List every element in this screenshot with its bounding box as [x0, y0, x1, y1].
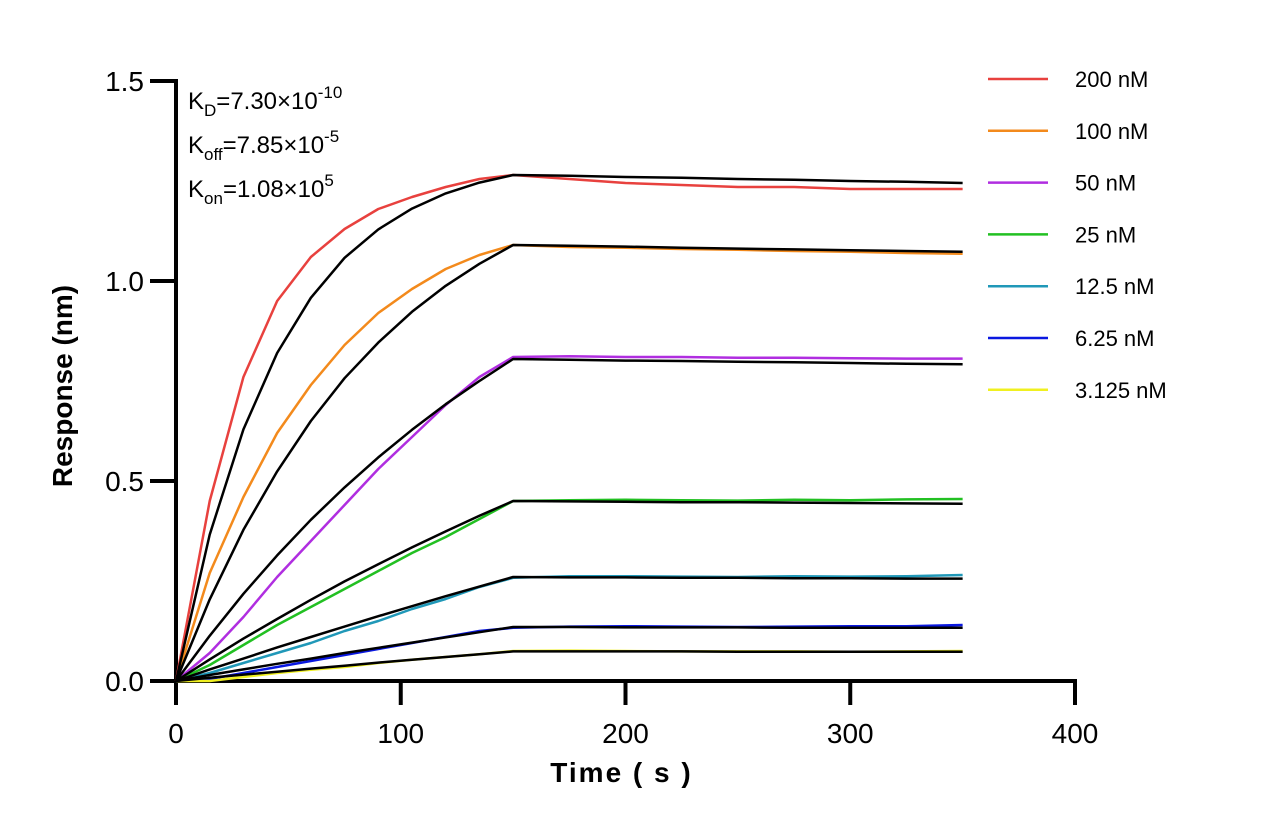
- legend-label: 3.125 nM: [1075, 378, 1167, 403]
- x-tick-label: 300: [827, 718, 874, 749]
- annotation-superscript: 5: [324, 171, 333, 190]
- data-line: [176, 649, 963, 683]
- annotation: Kon=1.08×105: [188, 171, 334, 208]
- fit-line: [174, 173, 963, 682]
- legend-label: 100 nM: [1075, 119, 1148, 144]
- annotation-text: =7.85×10: [223, 132, 324, 159]
- data-line: [175, 354, 963, 682]
- x-tick-label: 400: [1052, 718, 1099, 749]
- data-line: [174, 243, 963, 682]
- data-line: [174, 173, 963, 682]
- annotation-symbol: K: [188, 176, 204, 203]
- fit-line: [175, 499, 963, 683]
- annotation-superscript: -10: [318, 83, 343, 102]
- annotation-subscript: D: [204, 101, 216, 120]
- y-tick-label: 1.0: [105, 266, 144, 297]
- annotation: Koff=7.85×10-5: [188, 127, 339, 164]
- y-tick-label: 0.0: [105, 666, 144, 697]
- y-axis-title: Response (nm): [47, 285, 78, 487]
- x-tick-label: 100: [377, 718, 424, 749]
- fit-line: [174, 243, 963, 682]
- x-tick-label: 0: [168, 718, 184, 749]
- annotation-symbol: K: [188, 132, 204, 159]
- y-tick-label: 0.5: [105, 466, 144, 497]
- data-line: [175, 497, 963, 683]
- x-tick-label: 200: [602, 718, 649, 749]
- fit-line: [174, 357, 963, 682]
- annotation-symbol: K: [188, 88, 204, 115]
- fit-line: [175, 575, 963, 683]
- legend-label: 12.5 nM: [1075, 274, 1155, 299]
- fit-line: [175, 625, 963, 683]
- x-axis-title: Time ( s ): [550, 757, 692, 788]
- annotation-subscript: off: [204, 145, 223, 164]
- legend-label: 6.25 nM: [1075, 326, 1155, 351]
- annotation-subscript: on: [204, 189, 223, 208]
- legend-label: 25 nM: [1075, 222, 1136, 247]
- y-tick-label: 1.5: [105, 66, 144, 97]
- legend-label: 50 nM: [1075, 171, 1136, 196]
- annotation-superscript: -5: [324, 127, 339, 146]
- legend-label: 200 nM: [1075, 67, 1148, 92]
- annotation-text: =7.30×10: [216, 88, 317, 115]
- annotation: KD=7.30×10-10: [188, 83, 342, 120]
- annotation-text: =1.08×10: [223, 176, 324, 203]
- fit-line: [175, 650, 963, 683]
